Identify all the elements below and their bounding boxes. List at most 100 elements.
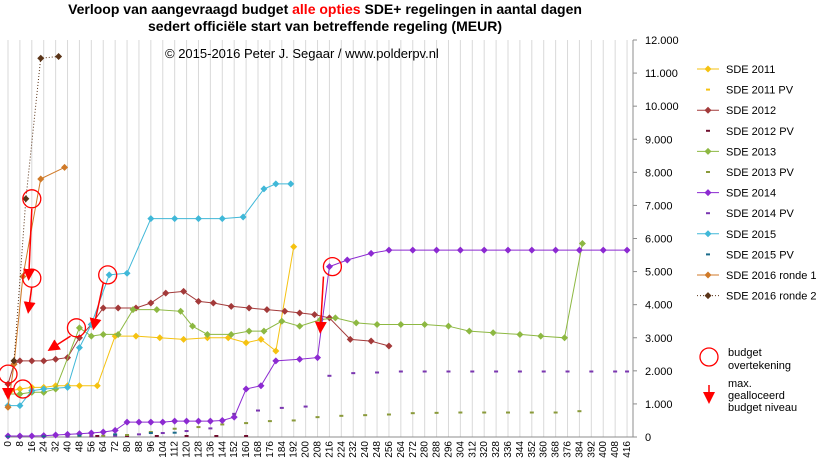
legend-label: SDE 2011 [726, 64, 775, 76]
series-point [373, 321, 381, 329]
legend-marker [704, 65, 712, 73]
x-tick-label: 120 [182, 441, 193, 458]
y-tick-label: 10.000 [645, 101, 679, 113]
x-tick-label: 224 [336, 441, 347, 458]
series-point [239, 213, 247, 221]
series-point [385, 342, 393, 350]
series-point [114, 330, 122, 338]
x-tick-label: 16 [27, 441, 38, 453]
x-tick-label: 392 [586, 441, 597, 458]
series-point [156, 334, 164, 342]
series-point [10, 357, 18, 365]
y-tick-label: 1.000 [645, 399, 673, 411]
series-point [218, 215, 226, 223]
x-tick-label: 328 [491, 441, 502, 458]
x-tick-label: 48 [74, 441, 85, 453]
series-point [272, 357, 280, 365]
overtekening-circle [66, 318, 87, 338]
legend-label: SDE 2012 PV [726, 126, 795, 138]
x-tick-label: 32 [51, 441, 62, 453]
series-point [575, 246, 583, 254]
x-tick-label: 208 [313, 441, 324, 458]
x-tick-label: 416 [622, 441, 633, 458]
series-point [111, 426, 119, 434]
x-tick-label: 96 [146, 441, 157, 453]
y-tick-label: 9.000 [645, 134, 673, 146]
x-tick-label: 248 [372, 441, 383, 458]
series-point [278, 317, 286, 325]
x-tick-label: 232 [348, 441, 359, 458]
series-point [311, 311, 319, 319]
series-point [180, 335, 188, 343]
x-tick-label: 8 [15, 441, 26, 447]
x-tick-label: 344 [515, 441, 526, 458]
series-point [129, 306, 137, 314]
series-point [4, 403, 12, 411]
x-tick-label: 360 [539, 441, 550, 458]
legend-label: SDE 2016 ronde 1 [726, 270, 817, 282]
series-point [87, 429, 95, 437]
series-point [331, 314, 339, 322]
legend-label: SDE 2016 ronde 2 [726, 291, 817, 303]
legend-marker [704, 292, 712, 300]
x-tick-label: 144 [217, 441, 228, 458]
max-budget-arrow [314, 276, 327, 334]
series-point [623, 246, 631, 254]
x-tick-label: 136 [205, 441, 216, 458]
series-point [367, 249, 375, 257]
series-point [516, 330, 524, 338]
series-point [61, 163, 69, 171]
legend-label: SDE 2014 PV [726, 208, 795, 220]
x-tick-label: 368 [551, 441, 562, 458]
legend-label: SDE 2013 PV [726, 167, 795, 179]
series-point [528, 246, 536, 254]
y-tick-label: 2.000 [645, 366, 673, 378]
chart-title: Verloop van aangevraagd budget alle opti… [0, 1, 650, 35]
y-tick-label: 11.000 [645, 68, 678, 80]
series-point [489, 329, 497, 337]
series-point [263, 306, 271, 314]
legend-marker [704, 147, 712, 155]
x-tick-label: 384 [574, 441, 585, 458]
series-point [206, 417, 214, 425]
series-point [28, 432, 36, 440]
series-point [346, 335, 354, 343]
series-point [147, 418, 155, 426]
legend-label: SDE 2013 [726, 146, 776, 158]
copyright-text: © 2015-2016 Peter J. Segaar / www.polder… [165, 46, 439, 61]
series-point [177, 307, 185, 315]
y-tick-label: 0 [645, 432, 651, 444]
series-point [183, 417, 191, 425]
series-point [87, 332, 95, 340]
series-point [123, 418, 131, 426]
overtekening-circle [0, 364, 18, 384]
series-point [147, 215, 155, 223]
legend-circle-label: overtekening [728, 360, 791, 372]
series-point [171, 417, 179, 425]
series-point [272, 347, 280, 355]
series-point [105, 271, 113, 279]
series-point [194, 417, 202, 425]
series-point [367, 337, 375, 345]
y-tick-label: 6.000 [645, 234, 673, 246]
legend-circle-label: budget [728, 347, 762, 359]
series-point [257, 335, 265, 343]
series-point [16, 357, 24, 365]
legend-circle-icon [699, 347, 719, 367]
series-point [325, 314, 333, 322]
series-point [159, 418, 167, 426]
chart-title-line-1: Verloop van aangevraagd budget alle opti… [68, 1, 582, 17]
max-budget-arrow [23, 286, 36, 314]
series-point [465, 327, 473, 335]
series-point [75, 382, 83, 390]
series-line [13, 56, 59, 361]
legend-marker [704, 189, 712, 197]
legend-arrow-label: gealloceerd [728, 390, 785, 402]
series-point [599, 246, 607, 254]
overtekening-circle [98, 265, 118, 285]
series-point [16, 402, 24, 410]
x-tick-label: 168 [253, 441, 264, 458]
series-point [272, 180, 280, 188]
x-tick-label: 240 [360, 441, 371, 458]
